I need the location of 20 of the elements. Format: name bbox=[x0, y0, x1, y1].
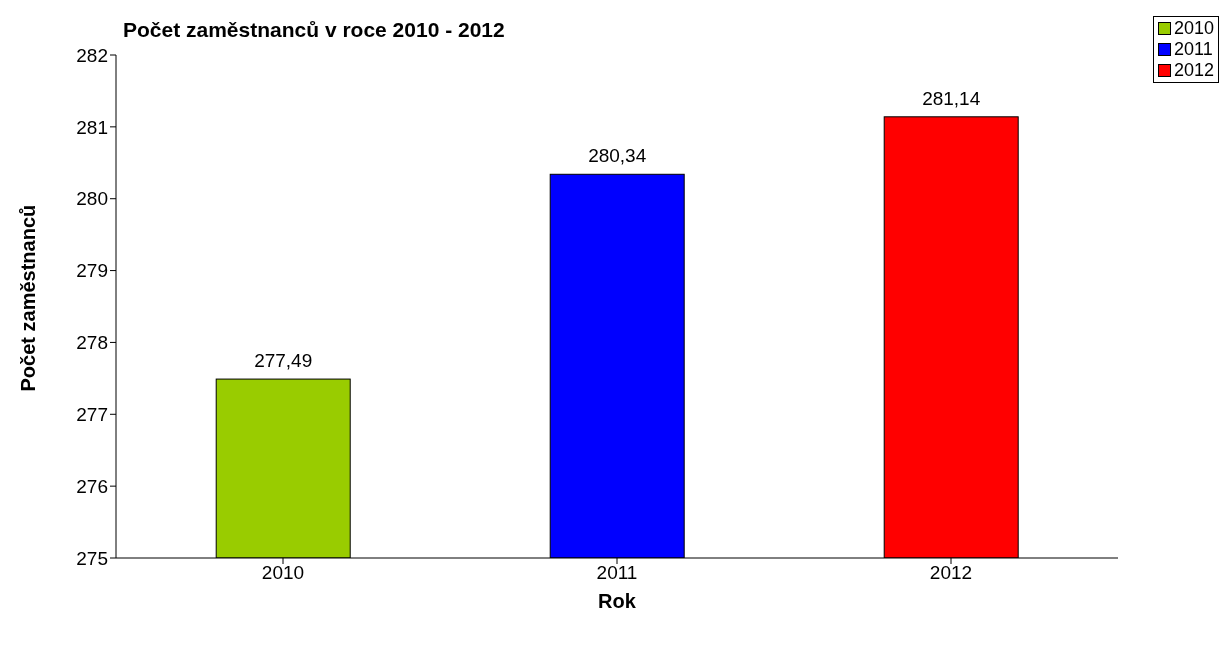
y-tick-label: 279 bbox=[76, 260, 108, 282]
x-tick-label: 2011 bbox=[596, 562, 638, 584]
y-tick-label: 281 bbox=[76, 116, 108, 138]
x-tick-label: 2012 bbox=[929, 562, 973, 584]
chart-title: Počet zaměstnanců v roce 2010 - 2012 bbox=[123, 18, 505, 42]
legend-label: 2012 bbox=[1172, 60, 1214, 81]
x-tick-label: 2010 bbox=[261, 562, 305, 584]
data-label: 277,49 bbox=[254, 350, 313, 372]
data-label: 281,14 bbox=[922, 87, 981, 109]
y-tick-label: 282 bbox=[76, 44, 108, 66]
data-label: 280,34 bbox=[588, 145, 647, 167]
legend-label: 2010 bbox=[1172, 18, 1214, 39]
y-tick-label: 275 bbox=[76, 547, 108, 569]
y-tick-label: 278 bbox=[76, 332, 108, 354]
legend-label: 2011 bbox=[1172, 39, 1214, 60]
y-tick-label: 280 bbox=[76, 188, 108, 210]
y-tick-label: 277 bbox=[76, 404, 108, 426]
y-axis-title: Počet zaměstnanců bbox=[17, 204, 40, 392]
x-axis-title: Rok bbox=[598, 590, 637, 612]
y-tick-label: 276 bbox=[76, 475, 108, 497]
